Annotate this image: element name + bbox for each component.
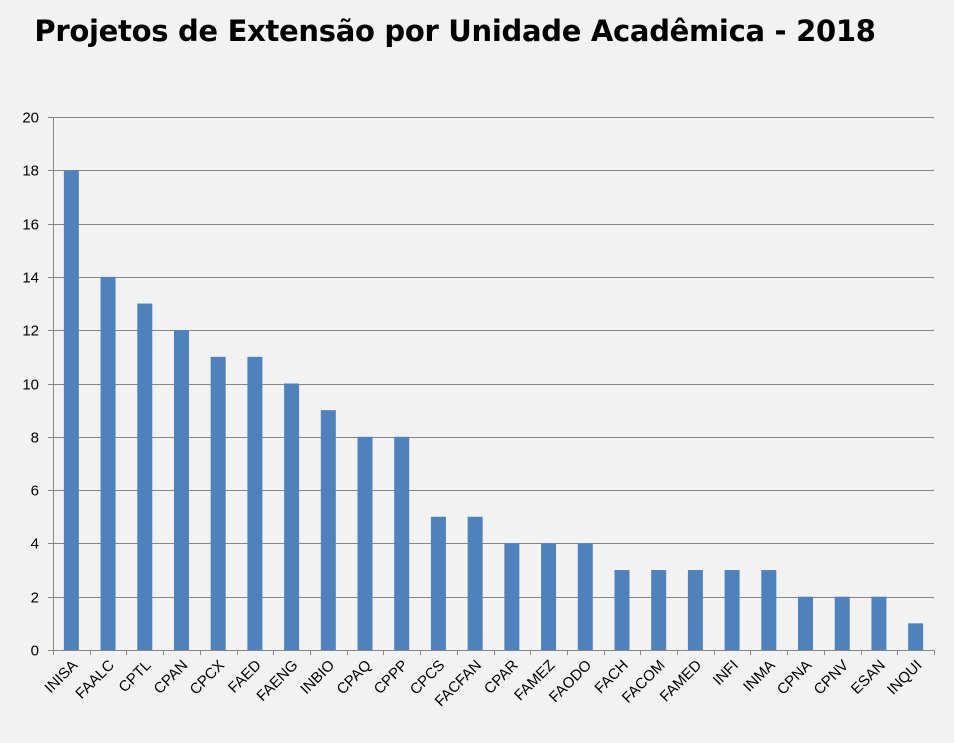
bar-famed <box>687 570 703 650</box>
y-tick-label: 8 <box>31 430 39 447</box>
y-tick-label: 20 <box>22 110 39 127</box>
bar-infi <box>724 570 740 650</box>
bar-cpaq <box>357 436 373 650</box>
bars <box>63 170 924 651</box>
bar-cpar <box>504 543 520 650</box>
bar-cpcx <box>210 356 226 650</box>
bar-faed <box>247 356 263 650</box>
bar-faeng <box>284 383 300 650</box>
y-tick-label: 14 <box>22 270 39 287</box>
y-tick-label: 12 <box>22 323 39 340</box>
bar-cpna <box>798 596 814 650</box>
x-tick-label: CPNV <box>811 657 852 698</box>
x-tick-label: CPAN <box>151 657 192 698</box>
x-tick-label: INFI <box>710 657 742 689</box>
bar-facfan <box>467 516 483 650</box>
x-tick-label: FAENG <box>253 657 301 705</box>
bar-cptl <box>137 303 153 650</box>
x-tick-label: CPAQ <box>334 657 375 698</box>
x-tick-labels: INISAFAALCCPTLCPANCPCXFAEDFAENGINBIOCPAQ… <box>41 657 925 710</box>
x-tick-label: INBIO <box>297 657 338 698</box>
x-tick-label: INQUI <box>884 657 925 698</box>
bar-fach <box>614 570 630 650</box>
y-tick-label: 16 <box>22 217 39 234</box>
y-tick-label: 10 <box>22 377 39 394</box>
bar-faalc <box>100 276 116 650</box>
bar-cpcs <box>430 516 446 650</box>
x-tick-label: CPCX <box>187 657 228 698</box>
bar-inisa <box>63 170 79 651</box>
y-tick-label: 0 <box>31 643 39 660</box>
bar-cpnv <box>834 596 850 650</box>
bar-inbio <box>320 410 336 650</box>
bar-faodo <box>577 543 593 650</box>
bar-famez <box>541 543 557 650</box>
bar-esan <box>871 596 887 650</box>
y-tick-label: 2 <box>31 590 39 607</box>
bar-facom <box>651 570 667 650</box>
y-tick-label: 4 <box>31 536 39 553</box>
bar-inqui <box>908 623 924 650</box>
x-tick-label: FAMED <box>657 657 706 706</box>
x-tick-label: CPNA <box>774 657 815 698</box>
bar-cpan <box>173 330 189 650</box>
axes <box>48 117 935 655</box>
bar-cppp <box>394 436 410 650</box>
x-tick-label: FAALC <box>72 657 118 703</box>
x-tick-label: ESAN <box>848 657 889 698</box>
gridlines <box>53 117 934 598</box>
x-tick-label: CPTL <box>115 657 154 696</box>
x-tick-label: INMA <box>740 657 779 696</box>
y-tick-label: 6 <box>31 483 39 500</box>
bar-inma <box>761 570 777 650</box>
x-tick-label: CPPP <box>371 657 412 698</box>
y-tick-label: 18 <box>22 163 39 180</box>
y-tick-labels: 0 2 4 6 8 10 12 14 16 18 20 <box>22 110 39 660</box>
chart-title: Projetos de Extensão por Unidade Acadêmi… <box>34 14 876 48</box>
